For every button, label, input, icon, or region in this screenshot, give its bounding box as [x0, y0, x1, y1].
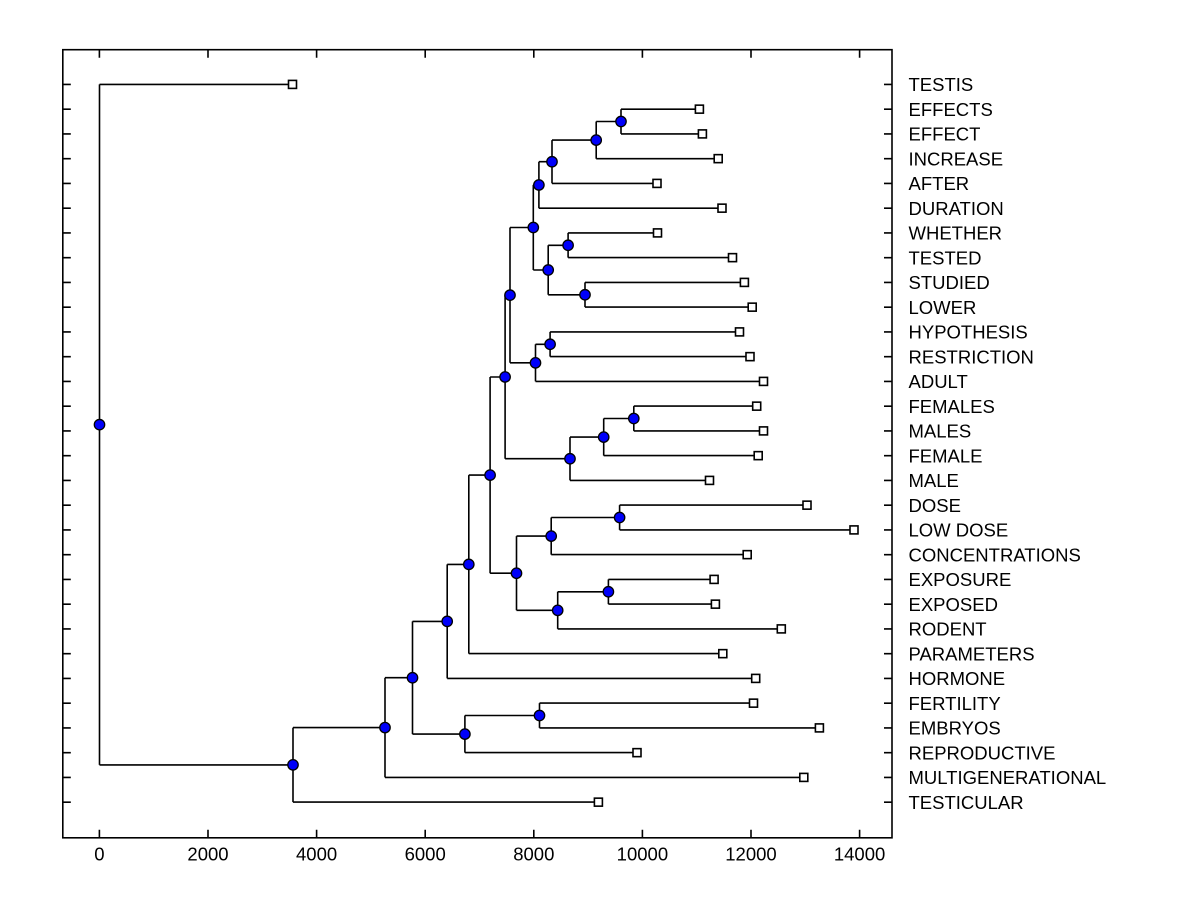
svg-text:EFFECT: EFFECT — [909, 124, 981, 145]
svg-text:AFTER: AFTER — [909, 173, 970, 194]
svg-text:LOWER: LOWER — [909, 297, 977, 318]
svg-text:MALES: MALES — [909, 421, 972, 442]
svg-text:12000: 12000 — [725, 844, 776, 865]
svg-text:MALE: MALE — [909, 470, 959, 491]
svg-text:EMBRYOS: EMBRYOS — [909, 718, 1001, 739]
svg-text:10000: 10000 — [617, 844, 668, 865]
svg-text:14000: 14000 — [834, 844, 885, 865]
svg-text:HORMONE: HORMONE — [909, 668, 1006, 689]
svg-text:0: 0 — [94, 844, 104, 865]
svg-text:CONCENTRATIONS: CONCENTRATIONS — [909, 544, 1081, 565]
svg-text:EXPOSED: EXPOSED — [909, 594, 998, 615]
svg-text:PARAMETERS: PARAMETERS — [909, 643, 1035, 664]
svg-text:TESTIS: TESTIS — [909, 74, 974, 95]
svg-text:REPRODUCTIVE: REPRODUCTIVE — [909, 742, 1056, 763]
svg-text:6000: 6000 — [405, 844, 446, 865]
svg-text:INCREASE: INCREASE — [909, 148, 1004, 169]
svg-text:EFFECTS: EFFECTS — [909, 99, 993, 120]
svg-text:8000: 8000 — [513, 844, 554, 865]
svg-text:MULTIGENERATIONAL: MULTIGENERATIONAL — [909, 767, 1107, 788]
svg-text:HYPOTHESIS: HYPOTHESIS — [909, 322, 1028, 343]
svg-text:EXPOSURE: EXPOSURE — [909, 569, 1012, 590]
svg-text:TESTED: TESTED — [909, 247, 982, 268]
svg-text:WHETHER: WHETHER — [909, 223, 1003, 244]
svg-text:FERTILITY: FERTILITY — [909, 693, 1001, 714]
svg-text:RESTRICTION: RESTRICTION — [909, 346, 1034, 367]
svg-text:STUDIED: STUDIED — [909, 272, 990, 293]
svg-text:2000: 2000 — [187, 844, 228, 865]
svg-text:FEMALES: FEMALES — [909, 396, 995, 417]
svg-text:ADULT: ADULT — [909, 371, 968, 392]
svg-text:DURATION: DURATION — [909, 198, 1004, 219]
svg-text:RODENT: RODENT — [909, 619, 987, 640]
svg-text:FEMALE: FEMALE — [909, 445, 983, 466]
svg-text:LOW DOSE: LOW DOSE — [909, 520, 1009, 541]
svg-text:4000: 4000 — [296, 844, 337, 865]
svg-text:DOSE: DOSE — [909, 495, 961, 516]
svg-text:TESTICULAR: TESTICULAR — [909, 792, 1024, 813]
